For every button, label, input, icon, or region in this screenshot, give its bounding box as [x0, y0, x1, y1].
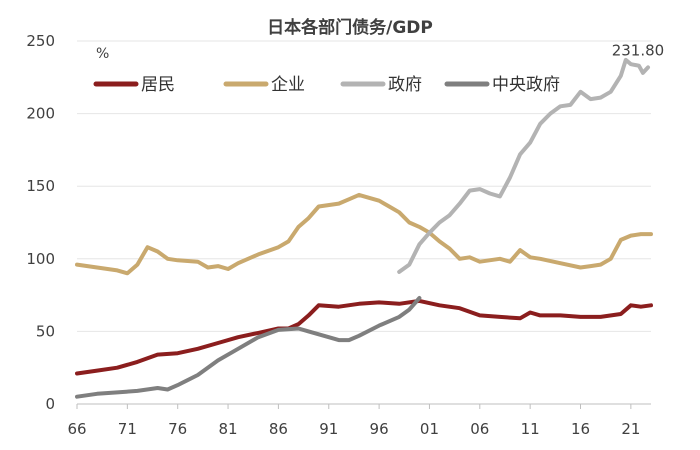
- x-tick-label: 01: [420, 420, 439, 438]
- legend-label: 居民: [141, 75, 175, 95]
- y-tick-label: 150: [26, 177, 55, 195]
- legend-item: 中央政府: [444, 75, 560, 95]
- series-line-4: [75, 296, 422, 399]
- value-annotation: 231.80: [612, 41, 665, 59]
- x-tick-label: 86: [269, 420, 288, 438]
- legend-label: 企业: [271, 75, 305, 95]
- y-tick-label: 0: [45, 395, 55, 413]
- x-tick-label: 66: [67, 420, 86, 438]
- x-tick-label: 71: [118, 420, 137, 438]
- y-tick-label: 250: [26, 32, 55, 50]
- y-axis-unit: %: [96, 46, 109, 62]
- legend-label: 中央政府: [492, 75, 560, 95]
- series-line-1: [75, 298, 653, 376]
- legend: 居民 企业 政府 中央政府: [93, 75, 560, 95]
- x-tick-label: 06: [470, 420, 489, 438]
- chart-title: 日本各部门债务/GDP: [267, 17, 433, 38]
- legend-item: 政府: [340, 75, 422, 95]
- x-tick-label: 96: [370, 420, 389, 438]
- y-tick-label: 50: [36, 322, 55, 340]
- legend-item: 居民: [93, 75, 175, 95]
- x-tick-label: 21: [621, 420, 640, 438]
- y-tick-label: 100: [26, 250, 55, 268]
- x-tick-label: 76: [168, 420, 187, 438]
- x-tick-label: 16: [571, 420, 590, 438]
- x-tick-label: 81: [219, 420, 238, 438]
- y-axis-ticks: 0 50 100 150 200 250: [26, 32, 55, 413]
- x-tick-label: 11: [521, 420, 540, 438]
- grid-lines: [77, 40, 651, 405]
- x-axis-ticks: 66 71 76 81 86 91 96 01 06 11 16 21: [67, 404, 640, 438]
- series-lines: [75, 57, 653, 399]
- x-tick-label: 91: [319, 420, 338, 438]
- series-line-3: [397, 57, 650, 274]
- legend-item: 企业: [223, 75, 305, 95]
- legend-label: 政府: [388, 75, 422, 95]
- series-line-2: [75, 192, 653, 276]
- y-tick-label: 200: [26, 105, 55, 123]
